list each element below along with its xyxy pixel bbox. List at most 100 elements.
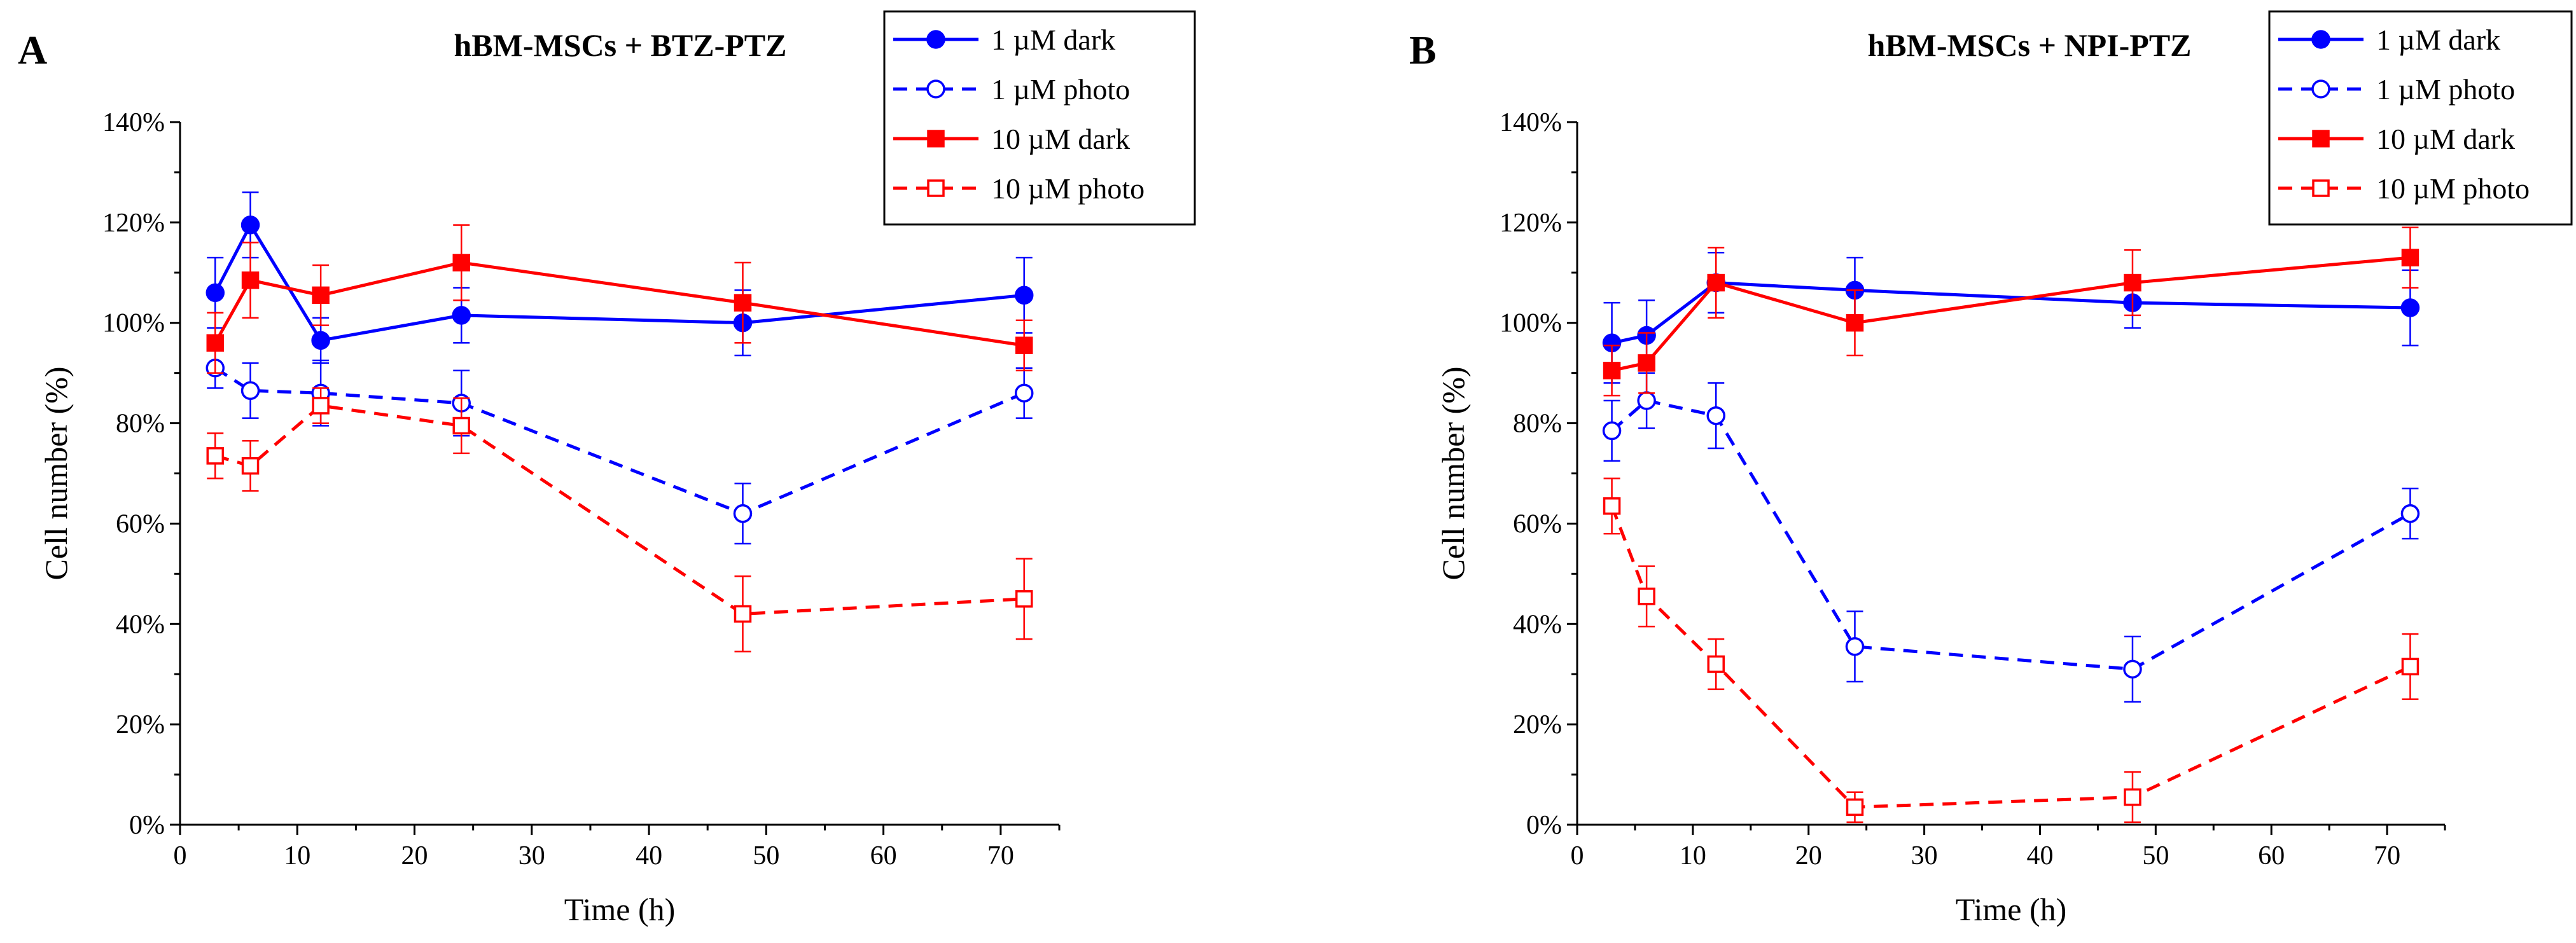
x-tick-label: 70 xyxy=(987,841,1014,871)
data-point xyxy=(311,331,330,350)
data-point xyxy=(734,605,752,623)
data-point xyxy=(1015,336,1033,354)
series-line xyxy=(1610,505,2411,809)
data-point xyxy=(2401,657,2419,676)
x-tick-label: 50 xyxy=(753,841,779,871)
data-point xyxy=(241,271,260,289)
data-point xyxy=(1603,361,1621,380)
y-tick-label: 60% xyxy=(1513,509,1562,539)
legend-label: 10 µM photo xyxy=(991,172,1145,205)
y-tick-label: 0% xyxy=(1526,811,1562,840)
series-10-m-photo xyxy=(1603,478,2419,823)
data-point xyxy=(1707,655,1725,673)
x-tick-label: 20 xyxy=(401,841,428,871)
data-point xyxy=(1603,497,1621,515)
data-point xyxy=(206,447,225,465)
legend-label: 1 µM photo xyxy=(2376,73,2515,106)
legend-label: 1 µM dark xyxy=(2376,24,2500,56)
legend-label: 1 µM dark xyxy=(991,24,1115,56)
legend-swatch-marker xyxy=(2311,30,2330,49)
series-1-m-dark xyxy=(205,191,1034,364)
y-tick-label: 80% xyxy=(1513,410,1562,439)
data-point xyxy=(1846,313,1864,332)
data-point xyxy=(2123,659,2142,679)
series-line xyxy=(214,221,1024,343)
data-point xyxy=(2124,273,2141,292)
y-axis-label: Cell number (%) xyxy=(38,366,74,580)
data-point xyxy=(452,416,470,435)
data-point xyxy=(1637,391,1656,410)
x-tick-label: 10 xyxy=(284,841,310,871)
legend-swatch-marker xyxy=(926,30,945,49)
series-1-m-dark xyxy=(1602,251,2420,384)
x-tick-label: 30 xyxy=(1911,841,1938,871)
x-axis-label: Time (h) xyxy=(564,891,676,927)
legend-swatch-marker xyxy=(926,79,945,99)
legend-label: 10 µM dark xyxy=(991,123,1130,155)
data-point xyxy=(452,306,471,325)
legend-label: 1 µM photo xyxy=(991,73,1130,106)
series-line xyxy=(214,404,1024,616)
data-point xyxy=(2401,249,2419,266)
series-line xyxy=(1612,281,2411,345)
data-point xyxy=(206,334,225,352)
y-tick-label: 80% xyxy=(116,410,165,439)
y-tick-label: 140% xyxy=(102,108,165,137)
data-point xyxy=(240,381,260,401)
data-point xyxy=(1602,421,1622,441)
data-point xyxy=(1845,637,1865,656)
data-point xyxy=(240,216,260,235)
series-1-m-photo xyxy=(1602,372,2420,703)
y-tick-label: 60% xyxy=(116,509,165,539)
data-point xyxy=(1015,590,1033,608)
x-tick-label: 60 xyxy=(870,841,897,871)
y-tick-label: 40% xyxy=(116,610,165,639)
series-line xyxy=(1612,256,2411,373)
data-point xyxy=(205,283,225,303)
x-tick-label: 40 xyxy=(2026,841,2053,871)
y-tick-label: 120% xyxy=(1500,209,1562,238)
y-axis-label: Cell number (%) xyxy=(1435,366,1471,580)
data-point xyxy=(312,286,330,305)
chart-title: hBM-MSCs + NPI-PTZ xyxy=(1867,27,2191,63)
series-line xyxy=(214,366,1025,516)
data-point xyxy=(1846,798,1864,816)
data-point xyxy=(1707,273,1725,292)
legend-swatch-marker xyxy=(2311,79,2330,99)
legend: 1 µM dark 1 µM photo 10 µM dark 10 µM photo xyxy=(883,10,1196,226)
y-tick-label: 0% xyxy=(129,811,165,840)
x-tick-label: 50 xyxy=(2142,841,2169,871)
x-tick-label: 0 xyxy=(1571,841,1584,871)
y-tick-label: 100% xyxy=(1500,309,1562,338)
legend-swatch-marker xyxy=(2312,179,2330,197)
y-tick-label: 40% xyxy=(1513,610,1562,639)
legend-swatch-marker xyxy=(927,179,945,197)
x-tick-label: 0 xyxy=(174,841,187,871)
chart-title: hBM-MSCs + BTZ-PTZ xyxy=(454,27,787,63)
y-tick-label: 140% xyxy=(1500,108,1562,137)
data-point xyxy=(1014,383,1034,403)
panel-letter: B xyxy=(1409,27,1437,72)
legend-swatch-marker xyxy=(927,130,945,148)
x-tick-label: 60 xyxy=(2258,841,2285,871)
y-tick-label: 120% xyxy=(102,209,165,238)
x-tick-label: 20 xyxy=(1795,841,1822,871)
data-point xyxy=(1638,354,1655,372)
data-point xyxy=(241,457,260,475)
y-tick-label: 100% xyxy=(102,309,165,338)
data-point xyxy=(452,254,470,272)
data-point xyxy=(2124,788,2141,806)
legend-swatch-marker xyxy=(2312,130,2330,148)
x-axis-label: Time (h) xyxy=(1956,891,2067,927)
data-point xyxy=(2400,298,2420,317)
data-point xyxy=(1014,286,1034,305)
data-point xyxy=(734,294,752,312)
data-point xyxy=(1706,406,1725,425)
legend-label: 10 µM photo xyxy=(2376,172,2530,205)
data-point xyxy=(733,504,753,523)
data-point xyxy=(1638,588,1655,605)
legend: 1 µM dark 1 µM photo 10 µM dark 10 µM photo xyxy=(2268,10,2573,226)
series-line xyxy=(1610,399,2411,671)
